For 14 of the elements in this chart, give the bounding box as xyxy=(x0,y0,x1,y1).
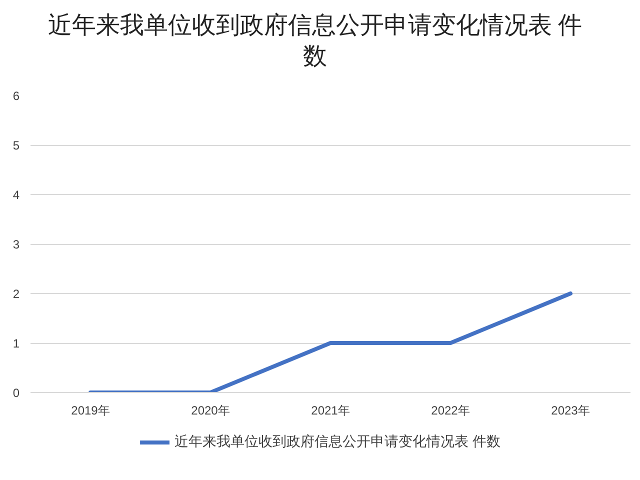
y-tick-label: 5 xyxy=(12,138,20,152)
y-tick-label: 0 xyxy=(12,386,20,400)
y-tick-label: 4 xyxy=(12,188,20,202)
chart-title: 近年来我单位收到政府信息公开申请变化情况表 件数 xyxy=(47,12,583,72)
y-tick-label: 2 xyxy=(12,287,20,301)
x-tick-label: 2020年 xyxy=(191,404,230,418)
y-tick-label: 1 xyxy=(12,336,20,350)
x-tick-label: 2023年 xyxy=(551,404,590,418)
legend-label: 近年来我单位收到政府信息公开申请变化情况表 件数 xyxy=(174,433,500,451)
y-tick-label: 3 xyxy=(12,238,20,252)
x-tick-label: 2022年 xyxy=(431,404,470,418)
x-tick-label: 2019年 xyxy=(71,404,110,418)
x-tick-label: 2021年 xyxy=(311,404,350,418)
y-tick-label: 6 xyxy=(12,89,20,103)
